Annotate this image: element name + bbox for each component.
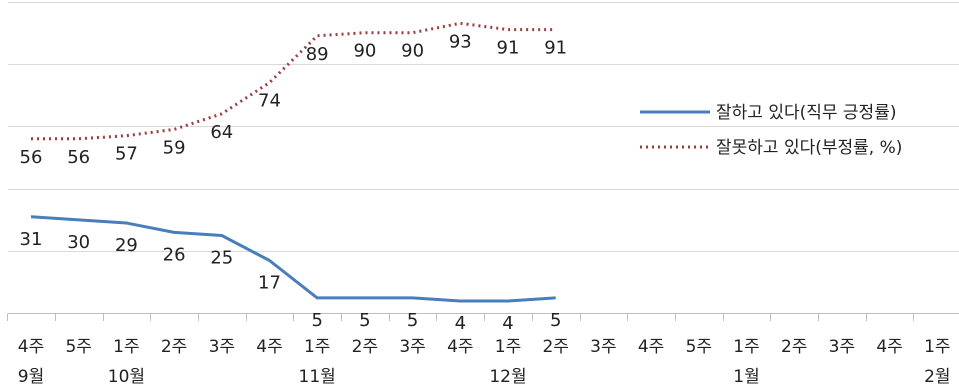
x-tick-label-week: 1주 <box>495 337 521 357</box>
x-tick-labels: 4주 5주 1주 2주 3주 4주 1주 2주 3주 4주 1주 2주 3주 4주 5주 1주 2주 3주 4주 1주… <box>18 337 951 387</box>
x-tick-label-week: 4주 <box>18 337 44 357</box>
data-label-negative: 91 <box>497 38 520 59</box>
x-tick-label-week: 2주 <box>352 337 378 357</box>
x-tick-label-week: 2주 <box>542 337 568 357</box>
x-tick-label-week: 5주 <box>686 337 712 357</box>
x-tick-label-week: 2주 <box>781 337 807 357</box>
x-tick-label-week: 1주 <box>733 337 759 357</box>
data-label-positive: 5 <box>550 310 561 331</box>
x-tick-label-month: 10월 <box>108 367 145 387</box>
series-line-positive <box>30 215 556 303</box>
data-label-positive: 4 <box>455 313 466 334</box>
x-tick-label-week: 3주 <box>399 337 425 357</box>
x-tick-label-month: 9월 <box>18 367 44 387</box>
series-line-negative <box>31 21 556 141</box>
x-tick-label-week: 3주 <box>590 337 616 357</box>
legend-label-negative: 잘못하고 있다(부정률, %) <box>716 138 902 158</box>
data-label-negative: 93 <box>449 31 472 52</box>
gridlines <box>8 2 959 252</box>
x-tick-label-week: 4주 <box>876 337 902 357</box>
series-layer <box>30 21 556 303</box>
x-tick-label-week: 5주 <box>65 337 91 357</box>
data-label-negative: 90 <box>353 41 376 62</box>
data-label-positive: 26 <box>163 244 186 265</box>
data-label-negative: 57 <box>115 144 138 165</box>
data-label-positive: 5 <box>407 310 418 331</box>
data-label-negative: 89 <box>306 44 329 65</box>
x-tick-label-month: 1월 <box>733 367 759 387</box>
x-tick-label-week: 1주 <box>113 337 139 357</box>
data-label-negative: 64 <box>210 122 233 143</box>
data-label-negative: 74 <box>258 91 281 112</box>
data-label-positive: 31 <box>20 229 43 250</box>
legend-label-positive: 잘하고 있다(직무 긍정률) <box>716 103 896 123</box>
x-tick-label-month: 12월 <box>489 367 526 387</box>
data-label-negative: 90 <box>401 41 424 62</box>
data-label-positive: 17 <box>258 272 281 293</box>
data-label-positive: 25 <box>210 248 233 269</box>
data-label-positive: 30 <box>67 232 90 253</box>
x-tick-label-month: 2월 <box>924 367 950 387</box>
x-axis <box>7 313 959 321</box>
data-label-positive: 4 <box>502 313 513 334</box>
data-label-positive: 5 <box>359 310 370 331</box>
x-tick-label-week: 3주 <box>209 337 235 357</box>
x-tick-label-week: 1주 <box>924 337 950 357</box>
legend: 잘하고 있다(직무 긍정률) 잘못하고 있다(부정률, %) <box>640 103 902 158</box>
x-tick-label-month: 11월 <box>299 367 336 387</box>
data-labels: 31 30 29 26 25 17 5 5 5 4 4 5 56 56 57 59 64 74 89 90 90 93 91… <box>20 31 568 334</box>
x-tick-label-week: 3주 <box>829 337 855 357</box>
data-label-negative: 56 <box>20 147 43 168</box>
data-label-negative: 56 <box>67 147 90 168</box>
data-label-negative: 59 <box>163 137 186 158</box>
data-label-negative: 91 <box>544 38 567 59</box>
x-tick-label-week: 4주 <box>256 337 282 357</box>
x-tick-label-week: 4주 <box>447 337 473 357</box>
x-tick-label-week: 1주 <box>304 337 330 357</box>
x-tick-label-week: 4주 <box>638 337 664 357</box>
data-label-positive: 29 <box>115 235 138 256</box>
x-tick-label-week: 2주 <box>161 337 187 357</box>
data-label-positive: 5 <box>311 310 322 331</box>
